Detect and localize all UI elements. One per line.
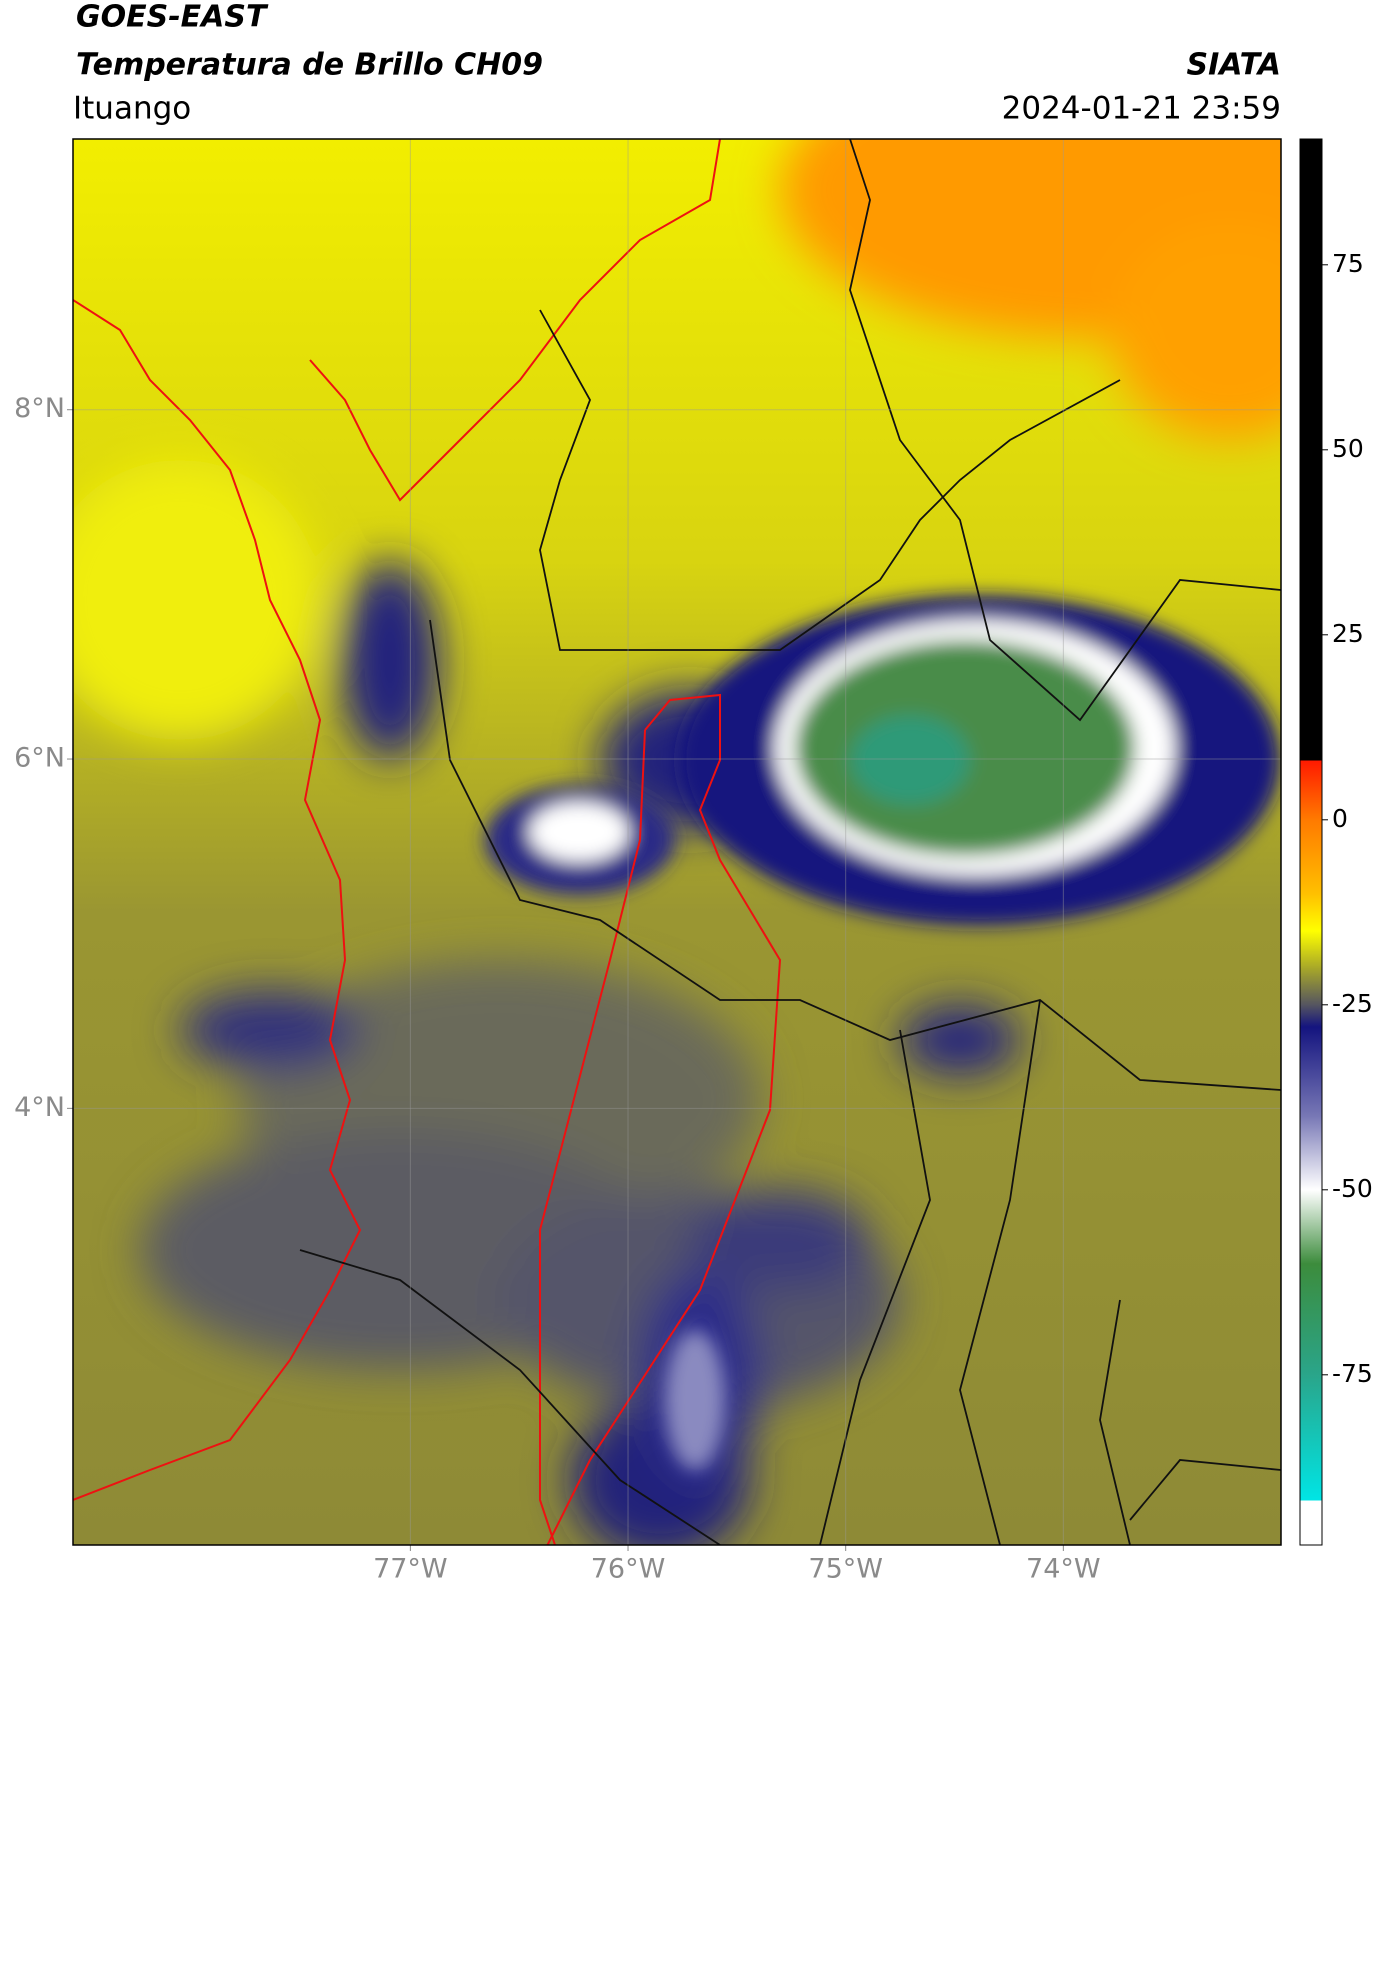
colorbar-tick-label: 75 — [1332, 249, 1364, 278]
title-line2: Temperatura de Brillo CH09 — [76, 48, 543, 83]
colorbar-tick-label: 25 — [1332, 619, 1364, 648]
colorbar-tick-label: -75 — [1332, 1359, 1373, 1388]
lat-tick-label: 4°N — [14, 1092, 65, 1123]
lon-tick-label: 75°W — [808, 1554, 883, 1585]
colorbar-tick-label: -50 — [1332, 1174, 1373, 1203]
lat-tick-label: 8°N — [14, 393, 65, 424]
source: SIATA — [1187, 48, 1281, 83]
map-frame — [72, 138, 1282, 1546]
lat-tick-label: 6°N — [14, 743, 65, 774]
title-line1: GOES-EAST — [76, 0, 269, 35]
colorbar — [1299, 138, 1323, 1546]
map-image — [73, 139, 1281, 1545]
lon-tick-label: 77°W — [373, 1554, 448, 1585]
colorbar-tick-label: -25 — [1332, 989, 1373, 1018]
location: Ituango — [73, 91, 191, 127]
colorbar-tick-label: 50 — [1332, 434, 1364, 463]
datetime: 2024-01-21 23:59 — [1002, 91, 1281, 127]
lon-tick-label: 74°W — [1026, 1554, 1101, 1585]
lon-tick-label: 76°W — [591, 1554, 666, 1585]
colorbar-tick-label: 0 — [1332, 804, 1348, 833]
